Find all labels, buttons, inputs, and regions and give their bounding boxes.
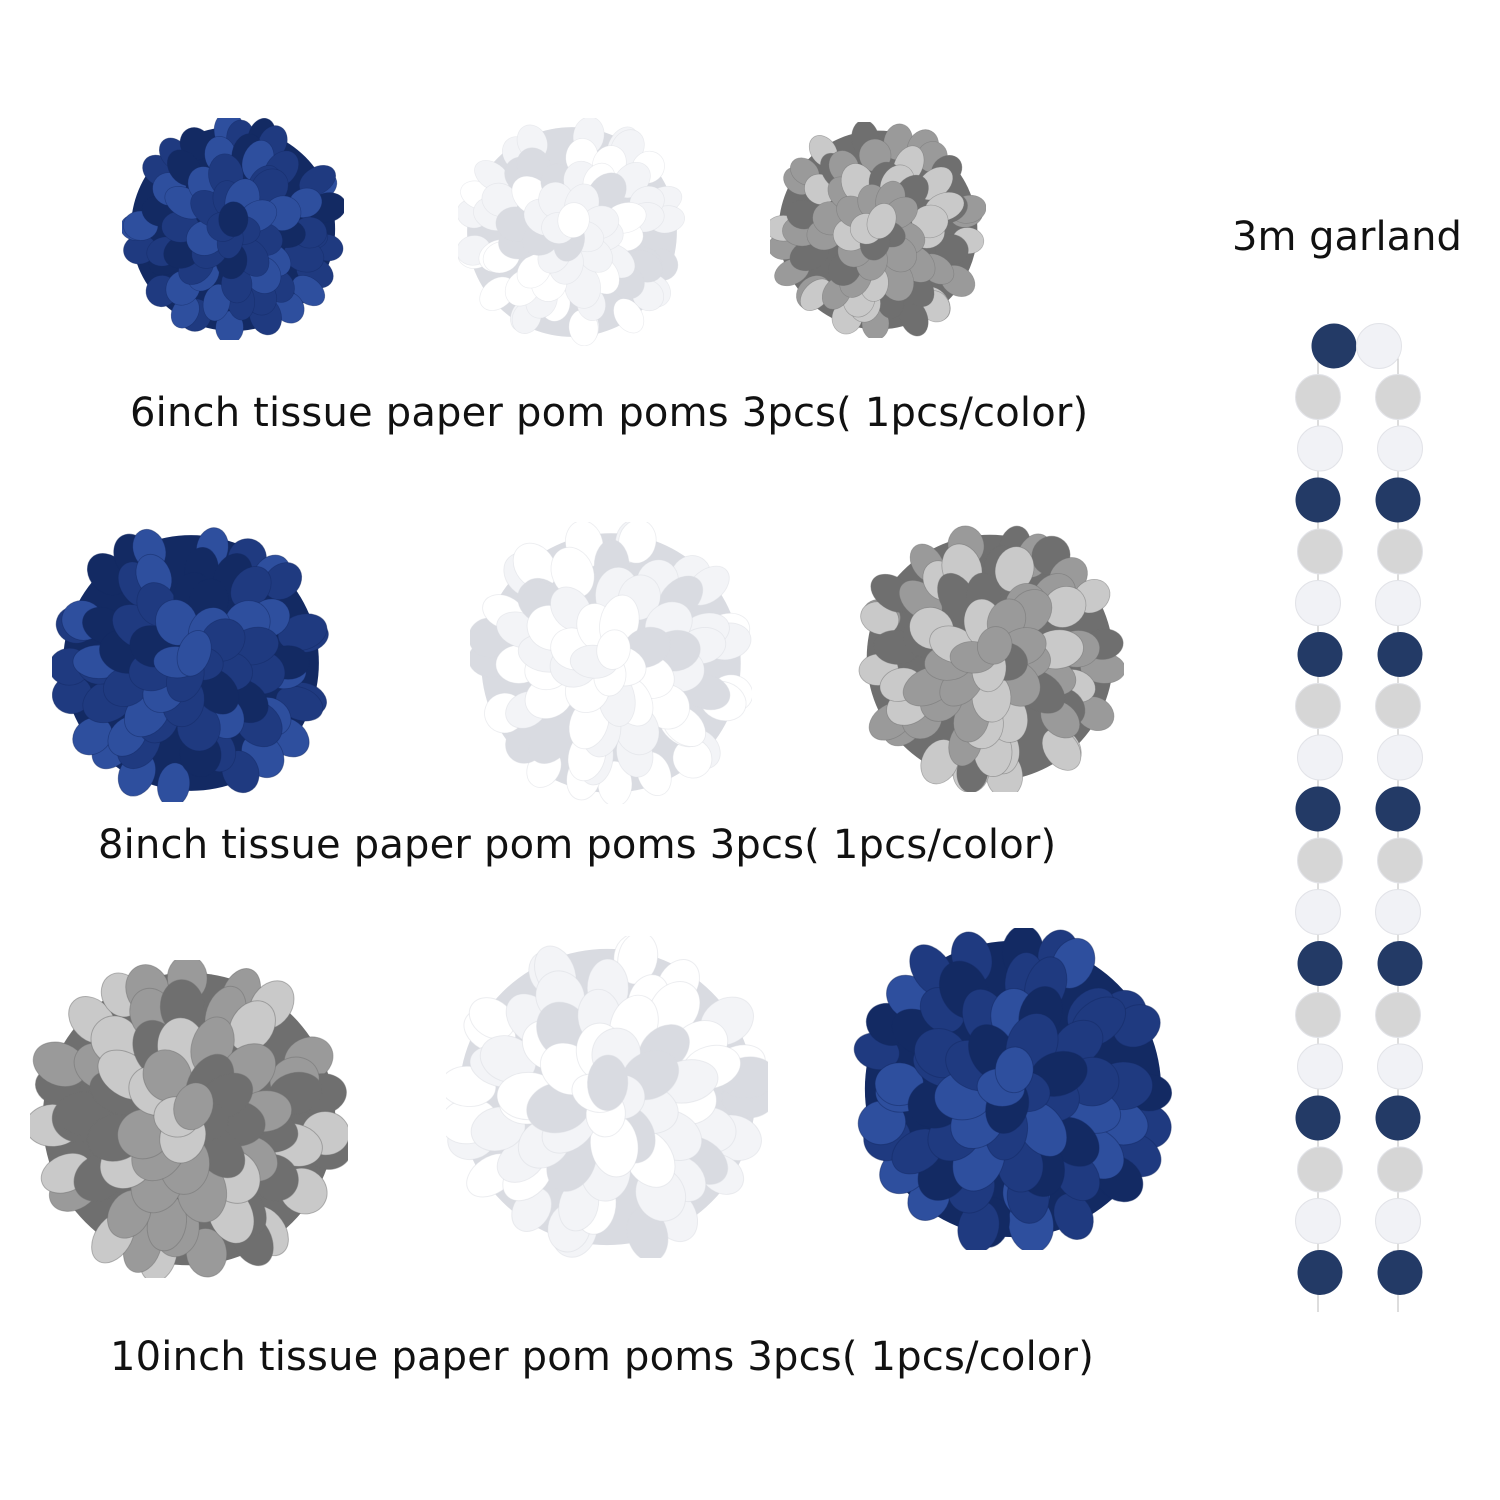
- pompom-8inch-silver: [856, 524, 1124, 792]
- caption-8inch: 8inch tissue paper pom poms 3pcs( 1pcs/c…: [98, 822, 1057, 868]
- garland-circle-white: [1375, 580, 1421, 626]
- garland-circle-silver: [1295, 374, 1341, 420]
- pompom-10inch-silver: [30, 960, 348, 1278]
- pompom-8inch-navy: [52, 524, 330, 802]
- garland-circle-silver: [1377, 837, 1423, 884]
- garland-circle-silver: [1297, 837, 1343, 884]
- garland-circle-silver: [1375, 992, 1421, 1038]
- garland-circle-silver: [1375, 683, 1421, 729]
- garland-circle-silver: [1377, 1146, 1423, 1193]
- garland-circle-navy: [1297, 632, 1343, 677]
- garland-circle-white: [1295, 580, 1341, 626]
- garland-circle-navy: [1295, 477, 1341, 523]
- garland-circle-silver: [1375, 374, 1421, 420]
- garland-circle-white: [1377, 1043, 1423, 1090]
- garland-circle-white: [1375, 1198, 1421, 1244]
- garland-circle-navy: [1377, 1250, 1423, 1295]
- garland-circle-navy: [1311, 323, 1357, 369]
- garland-circle-navy: [1375, 477, 1421, 523]
- garland-circle-silver: [1295, 683, 1341, 729]
- garland-circle-white: [1375, 889, 1421, 935]
- pompom-6inch-silver: [770, 122, 986, 338]
- garland-circle-navy: [1375, 786, 1421, 832]
- garland-circle-navy: [1297, 1250, 1343, 1295]
- pompom-10inch-white: [446, 936, 768, 1258]
- pompom-6inch-white: [458, 118, 686, 346]
- garland-circle-white: [1297, 425, 1343, 472]
- garland-circle-navy: [1295, 786, 1341, 832]
- garland-circle-white: [1295, 1198, 1341, 1244]
- garland-circle-white: [1297, 1043, 1343, 1090]
- garland-label: 3m garland: [1232, 214, 1462, 260]
- pompom-10inch-navy: [852, 928, 1174, 1250]
- pompom-6inch-navy: [122, 118, 344, 340]
- garland-circle-silver: [1297, 528, 1343, 575]
- caption-10inch: 10inch tissue paper pom poms 3pcs( 1pcs/…: [110, 1334, 1095, 1380]
- garland-circle-navy: [1375, 1095, 1421, 1141]
- caption-6inch: 6inch tissue paper pom poms 3pcs( 1pcs/c…: [130, 390, 1089, 436]
- garland-circle-navy: [1377, 941, 1423, 986]
- garland-circle-navy: [1295, 1095, 1341, 1141]
- pompom-8inch-white: [470, 522, 752, 804]
- garland-circle-silver: [1297, 1146, 1343, 1193]
- garland-circle-white: [1356, 323, 1402, 369]
- garland-circle-navy: [1297, 941, 1343, 986]
- garland-circle-silver: [1295, 992, 1341, 1038]
- garland-circle-navy: [1377, 632, 1423, 677]
- garland-circle-white: [1377, 734, 1423, 781]
- garland-circle-white: [1377, 425, 1423, 472]
- garland-circle-white: [1297, 734, 1343, 781]
- garland-circle-white: [1295, 889, 1341, 935]
- garland-circle-silver: [1377, 528, 1423, 575]
